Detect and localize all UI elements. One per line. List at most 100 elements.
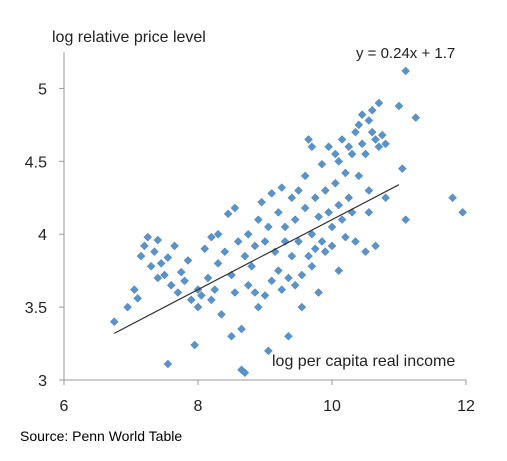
data-point — [143, 232, 153, 242]
y-tick-label: 3.5 — [25, 300, 47, 317]
data-point — [337, 215, 347, 224]
data-point — [170, 241, 179, 251]
data-point — [300, 171, 310, 181]
data-point — [411, 113, 421, 122]
x-tick-label: 10 — [323, 398, 341, 415]
data-point — [243, 229, 253, 239]
data-point — [267, 276, 277, 286]
data-point — [166, 280, 176, 290]
data-point — [196, 291, 206, 300]
data-point — [297, 302, 307, 312]
data-point — [129, 285, 139, 294]
data-point — [310, 244, 320, 254]
data-point — [334, 200, 344, 210]
data-point — [351, 237, 360, 246]
data-point — [203, 273, 213, 283]
data-point — [153, 235, 163, 245]
data-point — [176, 267, 186, 277]
trendline-equation: y = 0.24x + 1.7 — [356, 45, 455, 62]
data-point — [180, 276, 189, 286]
data-point — [290, 280, 300, 290]
data-point — [367, 105, 377, 115]
y-tick-label: 4 — [38, 227, 47, 244]
data-point — [257, 197, 267, 207]
data-point — [240, 251, 250, 261]
data-point — [307, 261, 317, 271]
data-point — [347, 149, 357, 159]
data-point — [210, 285, 220, 294]
data-point — [280, 222, 290, 232]
data-point — [367, 127, 377, 137]
data-point — [217, 310, 226, 319]
x-axis-ticks: 6 8 10 12 — [60, 380, 475, 415]
data-point — [314, 288, 323, 297]
data-point — [357, 110, 367, 120]
data-point — [233, 237, 243, 246]
data-point — [341, 232, 350, 242]
trendline — [113, 184, 400, 334]
data-point — [237, 324, 246, 334]
data-point — [324, 142, 334, 152]
data-point — [290, 215, 300, 224]
data-point — [284, 331, 293, 341]
data-point — [344, 193, 354, 203]
data-point — [190, 340, 200, 350]
data-point — [230, 288, 240, 297]
data-point — [243, 280, 253, 290]
data-point — [377, 130, 387, 140]
data-point — [163, 359, 173, 369]
data-point — [109, 317, 119, 327]
data-point — [263, 346, 273, 356]
data-point — [250, 288, 260, 297]
data-point — [260, 237, 270, 246]
data-point — [354, 171, 364, 181]
data-point — [153, 273, 163, 283]
data-point — [253, 302, 263, 312]
data-point — [294, 237, 303, 246]
data-point — [230, 203, 240, 213]
data-point — [260, 291, 270, 300]
data-point — [320, 186, 330, 195]
data-point — [150, 247, 159, 257]
data-point — [173, 288, 183, 297]
data-point — [327, 222, 337, 232]
data-point — [304, 135, 313, 144]
data-point — [307, 229, 317, 239]
data-point — [213, 229, 223, 239]
x-axis-title: log per capita real income — [272, 353, 455, 370]
data-point — [317, 159, 327, 169]
data-point — [250, 241, 260, 251]
data-point — [227, 331, 236, 341]
data-point — [361, 149, 370, 159]
data-point — [330, 178, 340, 188]
data-point — [300, 203, 310, 213]
data-point — [123, 302, 133, 312]
data-point — [274, 208, 283, 217]
data-point — [287, 251, 297, 261]
data-point — [361, 247, 370, 257]
data-point — [247, 261, 256, 271]
data-point — [263, 222, 273, 232]
data-point — [310, 193, 320, 203]
y-tick-label: 3 — [38, 373, 47, 390]
data-point — [330, 149, 340, 159]
y-tick-label: 5 — [38, 81, 47, 98]
data-point — [327, 241, 337, 251]
data-point — [133, 294, 143, 303]
data-point — [381, 139, 390, 149]
data-point — [334, 156, 344, 166]
data-point — [381, 193, 390, 203]
data-point — [163, 253, 173, 262]
data-point — [294, 186, 303, 195]
data-point — [458, 208, 468, 217]
data-point — [344, 142, 354, 152]
data-point — [186, 295, 196, 305]
y-axis-title: log relative price level — [52, 29, 206, 46]
data-points — [109, 66, 468, 378]
data-point — [374, 98, 384, 108]
y-axis-ticks: 3 3.5 4 4.5 5 — [25, 81, 64, 390]
data-point — [337, 135, 347, 144]
data-point — [334, 266, 344, 276]
data-point — [314, 212, 323, 222]
source-note: Source: Penn World Table — [20, 428, 183, 444]
